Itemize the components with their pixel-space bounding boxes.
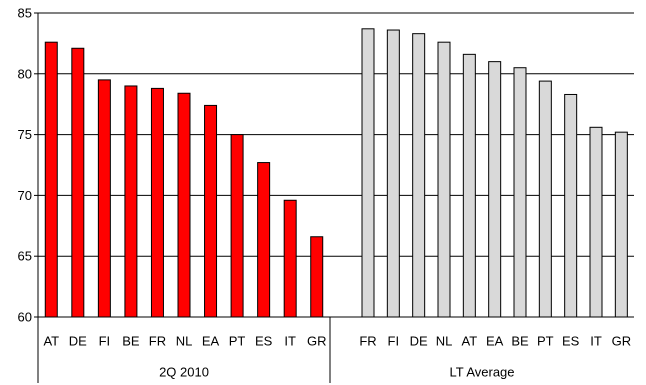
bar [177,92,191,318]
bar [361,28,375,318]
y-tick-label: 75 [18,127,32,142]
bar [310,236,324,318]
bar [538,80,552,318]
bar [412,33,426,318]
y-tick-label: 85 [18,6,32,21]
bar [386,29,400,318]
x-category-label: DE [69,334,87,349]
bar [150,87,164,318]
x-category-label: BE [122,334,140,349]
x-category-label: FR [359,334,376,349]
x-category-label: DE [410,334,428,349]
x-category-label: ES [255,334,273,349]
x-category-label: ES [562,334,580,349]
x-category-label: NL [176,334,193,349]
x-category-label: NL [436,334,453,349]
x-category-label: IT [590,334,602,349]
x-category-label: BE [511,334,529,349]
x-category-label: EA [486,334,504,349]
y-tick-label: 80 [18,66,32,81]
y-tick-label: 70 [18,188,32,203]
axes [34,12,634,383]
bar [589,126,603,318]
bars [44,28,628,318]
bar [257,162,271,318]
x-category-label: GR [612,334,632,349]
bar [44,41,58,318]
bar [230,134,244,318]
x-category-label: FI [388,334,400,349]
bar [564,93,578,318]
x-category-label: GR [307,334,327,349]
bar [488,61,502,318]
x-group-label: 2Q 2010 [159,365,209,380]
bar [204,104,218,318]
bar [462,53,476,318]
labels: 60 65 70 75 80 85 AT DE FI BE FR NL EA PT ES IT GR 2Q 201… [18,6,632,380]
bar [614,131,628,318]
x-category-label: EA [202,334,220,349]
bar [97,79,111,318]
x-group-label: LT Average [449,365,514,380]
y-tick-label: 65 [18,249,32,264]
x-category-label: AT [43,334,59,349]
x-category-label: PT [537,334,554,349]
bar [71,47,85,318]
y-tick-label: 60 [18,310,32,325]
x-category-label: PT [229,334,246,349]
bar [283,199,297,318]
bar [124,85,138,318]
x-category-label: AT [462,334,478,349]
x-category-label: FI [99,334,111,349]
bar [513,67,527,318]
x-category-label: IT [284,334,296,349]
bar [437,41,451,318]
x-category-label: FR [149,334,166,349]
